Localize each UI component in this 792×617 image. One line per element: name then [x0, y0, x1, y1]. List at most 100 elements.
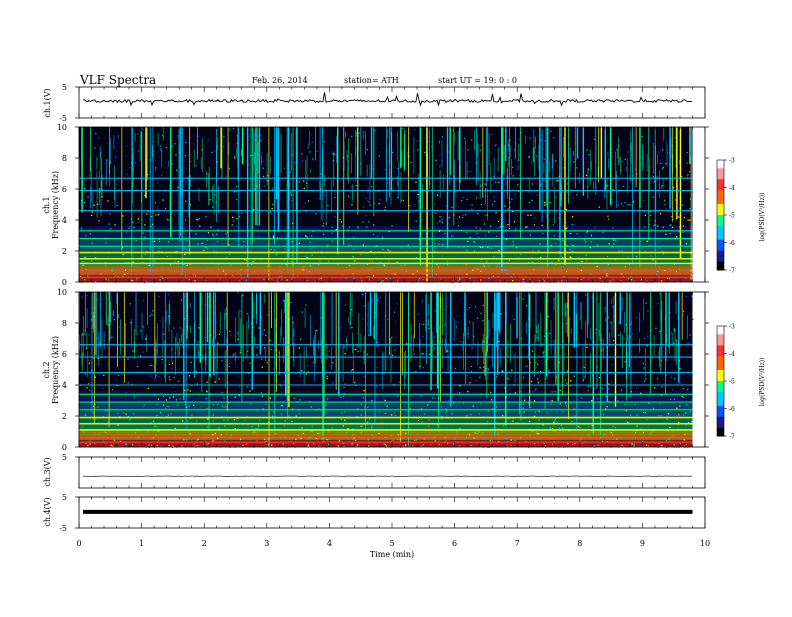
- ch1-panel-label: ch.1: [42, 196, 51, 213]
- spectrogram-ch2-speckle: [482, 320, 483, 321]
- spectrogram-ch1-speckle: [439, 221, 440, 222]
- spectrogram-ch1-noise-floor: [79, 260, 692, 262]
- spectrogram-ch1-speckle: [338, 169, 339, 170]
- spectrogram-ch1-speckle: [388, 250, 389, 251]
- spectrogram-ch2-speckle: [535, 388, 536, 389]
- spectrogram-ch1-speckle: [185, 275, 186, 276]
- spectrogram-ch1-speckle: [497, 265, 498, 266]
- spectrogram-ch1-speckle: [511, 199, 512, 200]
- spectrogram-ch2-speckle: [630, 415, 631, 416]
- spectrogram-ch1-speckle: [684, 217, 685, 218]
- spectrogram-ch2-speckle: [111, 445, 112, 446]
- spectrogram-ch2-speckle: [549, 333, 550, 334]
- spectrogram-ch2-speckle: [514, 440, 515, 441]
- spectrogram-ch1-speckle: [310, 242, 311, 243]
- spectrogram-ch2-speckle: [270, 398, 271, 399]
- spectrogram-ch2-speckle: [640, 309, 641, 310]
- spectrogram-ch2-speckle: [466, 437, 467, 438]
- spectrogram-ch1-speckle: [291, 200, 292, 201]
- spectrogram-ch1-speckle: [372, 261, 373, 262]
- spectrogram-ch2-speckle: [460, 341, 461, 342]
- spectrogram-ch1-speckle: [232, 275, 233, 276]
- spectrogram-ch2-speckle: [283, 299, 284, 300]
- spectrogram-ch2-speckle: [204, 337, 205, 338]
- spectrogram-ch2-speckle: [488, 369, 489, 370]
- spectrogram-ch2-speckle: [613, 426, 614, 427]
- spectrogram-ch2-speckle: [108, 434, 109, 435]
- spectrogram-ch2-speckle: [177, 412, 178, 413]
- spectrogram-ch1-speckle: [197, 219, 198, 220]
- spectrogram-ch2-speckle: [663, 302, 664, 303]
- spectrogram-ch2-speckle: [405, 445, 406, 446]
- spectrogram-ch1-speckle: [458, 225, 459, 226]
- spectrogram-ch2-speckle: [686, 424, 687, 425]
- spectrogram-ch1-speckle: [562, 240, 563, 241]
- spectrogram-ch2-speckle: [350, 327, 351, 328]
- spectrogram-ch2-speckle: [386, 445, 387, 446]
- spectrogram-ch2-speckle: [423, 367, 424, 368]
- spectrogram-ch2-speckle: [640, 320, 641, 321]
- spectrogram-ch1-speckle: [122, 247, 123, 248]
- spectrogram-ch2-speckle: [226, 433, 227, 434]
- spectrogram-ch1-speckle: [643, 147, 644, 148]
- spectrogram-ch1-speckle: [650, 140, 651, 141]
- spectrogram-ch2-speckle: [483, 305, 484, 306]
- spectrogram-ch1-speckle: [213, 236, 214, 237]
- spectrogram-ch2-speckle: [367, 422, 368, 423]
- spectrogram-ch2-speckle: [345, 353, 346, 354]
- spectrogram-ch1-speckle: [660, 213, 661, 214]
- spectrogram-ch2-speckle: [250, 380, 251, 381]
- panel-2-y-tick-label: 2: [62, 412, 67, 421]
- spectrogram-ch2-speckle: [189, 375, 190, 376]
- spectrogram-ch1-speckle: [212, 234, 213, 235]
- spectrogram-ch2-speckle: [219, 334, 220, 335]
- panel-2-y-tick-label: 6: [62, 350, 67, 359]
- spectrogram-ch1-speckle: [435, 160, 436, 161]
- spectrogram-ch2-speckle: [129, 305, 130, 306]
- spectrogram-ch1-speckle: [359, 133, 360, 134]
- spectrogram-ch1-speckle: [161, 175, 162, 176]
- spectrogram-ch1-speckle: [142, 227, 143, 228]
- spectrogram-ch2-speckle: [421, 323, 422, 324]
- spectrogram-ch1-speckle: [495, 212, 496, 213]
- spectrogram-ch1-speckle: [650, 215, 651, 216]
- spectrogram-ch1-speckle: [232, 217, 233, 218]
- spectrogram-ch1-noise-floor: [79, 269, 692, 271]
- spectrogram-ch2-speckle: [513, 316, 514, 317]
- spectrogram-ch1-speckle: [126, 232, 127, 233]
- spectrogram-ch2-speckle: [281, 405, 282, 406]
- spectrogram-ch1-speckle: [358, 227, 359, 228]
- spectrogram-ch1-speckle: [495, 182, 496, 183]
- spectrogram-ch1-speckle: [647, 241, 648, 242]
- spectrogram-ch1-speckle: [327, 240, 328, 241]
- spectrogram-ch2-speckle: [311, 406, 312, 407]
- spectrogram-ch2-speckle: [259, 420, 260, 421]
- spectrogram-ch1-speckle: [434, 243, 435, 244]
- spectrogram-ch1-speckle: [512, 241, 513, 242]
- spectrogram-ch2-speckle: [357, 408, 358, 409]
- spectrogram-ch2-speckle: [273, 411, 274, 412]
- spectrogram-ch1-speckle: [234, 157, 235, 158]
- spectrogram-ch2-speckle: [660, 415, 661, 416]
- spectrogram-ch1-speckle: [154, 154, 155, 155]
- spectrogram-ch1-speckle: [422, 279, 423, 280]
- spectrogram-ch1-speckle: [586, 175, 587, 176]
- spectrogram-ch1-speckle: [261, 152, 262, 153]
- spectrogram-ch1-speckle: [553, 224, 554, 225]
- x-tick-label: 10: [700, 539, 710, 548]
- spectrogram-ch2-speckle: [181, 300, 182, 301]
- spectrogram-ch1-speckle: [496, 236, 497, 237]
- spectrogram-ch1-speckle: [460, 270, 461, 271]
- spectrogram-ch2-speckle: [660, 403, 661, 404]
- spectrogram-ch1-speckle: [402, 128, 403, 129]
- spectrogram-ch1-speckle: [480, 271, 481, 272]
- spectrogram-ch1-speckle: [231, 264, 232, 265]
- spectrogram-ch1-speckle: [347, 134, 348, 135]
- spectrogram-ch2-speckle: [152, 310, 153, 311]
- spectrogram-ch2-speckle: [692, 399, 693, 400]
- spectrogram-ch1-speckle: [544, 141, 545, 142]
- spectrogram-ch1-speckle: [262, 161, 263, 162]
- spectrogram-ch2-speckle: [534, 390, 535, 391]
- spectrogram-ch1-speckle: [310, 265, 311, 266]
- spectrogram-ch2-speckle: [279, 383, 280, 384]
